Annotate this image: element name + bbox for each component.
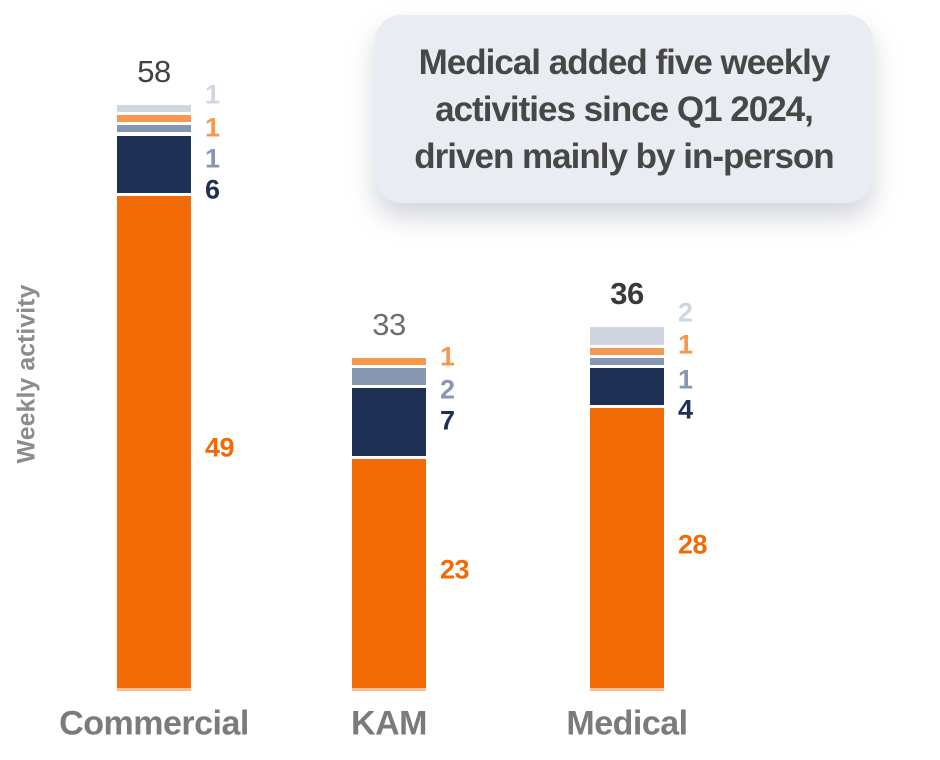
value-label-medical-blue-gray: 1 (678, 364, 693, 395)
bar-segment-medical-light-gray (590, 327, 664, 348)
callout-text-line-2: activities since Q1 2024, (435, 89, 814, 129)
value-label-commercial-navy: 6 (205, 174, 220, 205)
bar-segment-commercial-blue-gray (117, 125, 191, 136)
value-label-commercial-orange: 49 (205, 432, 235, 463)
value-label-medical-light-gray: 2 (678, 297, 693, 328)
bar-segment-medical-orange (590, 408, 664, 691)
value-label-medical-light-orange: 1 (678, 329, 693, 360)
value-label-kam-light-orange: 1 (440, 341, 455, 372)
bar-segment-commercial-orange (117, 196, 191, 691)
bar-segment-kam-blue-gray (352, 367, 426, 388)
value-label-commercial-light-gray: 1 (205, 79, 220, 110)
category-label-medical: Medical (566, 704, 688, 743)
bar-segment-medical-navy (590, 367, 664, 409)
value-label-commercial-blue-gray: 1 (205, 143, 220, 174)
callout-text-line-3: driven mainly by in-person (414, 136, 834, 176)
total-label-medical: 36 (610, 276, 644, 312)
category-label-commercial: Commercial (59, 704, 249, 743)
bar-segment-commercial-light-orange (117, 115, 191, 126)
value-label-commercial-light-orange: 1 (205, 112, 220, 143)
value-label-kam-navy: 7 (440, 405, 455, 436)
total-label-commercial: 58 (137, 54, 171, 90)
value-label-kam-orange: 23 (440, 554, 470, 585)
bar-segment-commercial-navy (117, 135, 191, 197)
bar-segment-kam-navy (352, 388, 426, 459)
bar-segment-medical-light-orange (590, 347, 664, 358)
total-label-kam: 33 (372, 306, 406, 342)
bar-segment-kam-orange (352, 458, 426, 691)
callout-box: Medical added five weekly activities sin… (375, 15, 873, 203)
value-label-kam-blue-gray: 2 (440, 374, 455, 405)
value-label-medical-orange: 28 (678, 529, 708, 560)
bar-segment-commercial-light-gray (117, 105, 191, 116)
callout-text-line-1: Medical added five weekly (418, 42, 831, 82)
bar-segment-medical-blue-gray (590, 357, 664, 368)
bar-segment-kam-light-orange (352, 357, 426, 368)
category-label-kam: KAM (351, 704, 427, 743)
value-label-medical-navy: 4 (678, 394, 693, 425)
